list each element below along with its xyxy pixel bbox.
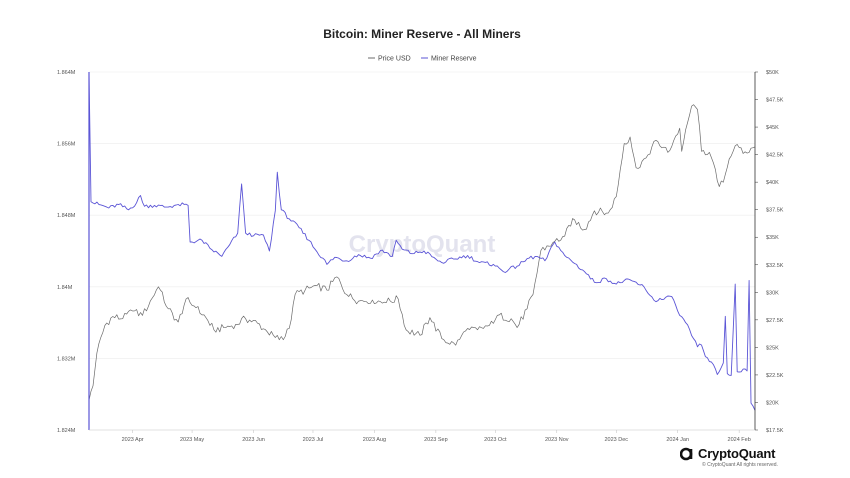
- right-tick-label: $20K: [766, 400, 779, 406]
- right-axis-ticks: $50K $47.5K $45K $42.5K $40K $37.5K $35K $32.5K…: [755, 70, 784, 434]
- right-tick-label: $47.5K: [766, 98, 784, 104]
- right-tick-label: $30K: [766, 290, 779, 296]
- right-tick-label: $42.5K: [766, 153, 784, 159]
- x-tick-label: 2024 Jan: [666, 437, 689, 443]
- right-tick-label: $50K: [766, 70, 779, 76]
- x-tick-label: 2023 Jun: [242, 437, 265, 443]
- left-tick-label: 1.864M: [57, 70, 76, 76]
- x-tick-label: 2023 Apr: [122, 437, 144, 443]
- copyright-text: © CryptoQuant All rights reserved.: [702, 462, 778, 468]
- left-tick-label: 1.824M: [57, 428, 76, 434]
- gridlines: [89, 71, 755, 431]
- legend: Price USD Miner Reserve: [368, 56, 477, 63]
- right-tick-label: $17.5K: [766, 428, 784, 434]
- left-tick-label: 1.848M: [57, 213, 76, 219]
- right-tick-label: $22.5K: [766, 373, 784, 379]
- right-tick-label: $40K: [766, 180, 779, 186]
- plot-series: [88, 71, 756, 411]
- x-tick-label: 2024 Feb: [728, 437, 751, 443]
- right-tick-label: $25K: [766, 345, 779, 351]
- brand-name: CryptoQuant: [698, 446, 776, 461]
- legend-label-price: Price USD: [378, 56, 411, 63]
- x-tick-label: 2023 Aug: [363, 437, 386, 443]
- right-tick-label: $32.5K: [766, 263, 784, 269]
- right-tick-label: $35K: [766, 235, 779, 241]
- left-tick-label: 1.84M: [57, 285, 73, 291]
- watermark: CryptoQuant: [349, 231, 496, 258]
- x-tick-label: 2023 Sep: [424, 437, 448, 443]
- left-axis-ticks: 1.864M 1.856M 1.848M 1.84M 1.832M 1.824M: [57, 70, 76, 434]
- cryptoquant-logo-icon: [680, 447, 693, 460]
- x-axis-ticks: 2023 Apr 2023 May 2023 Jun 2023 Jul 2023 Aug…: [122, 430, 751, 443]
- chart-title: Bitcoin: Miner Reserve - All Miners: [323, 27, 521, 41]
- x-tick-label: 2023 Oct: [484, 437, 507, 443]
- x-tick-label: 2023 Dec: [604, 437, 628, 443]
- left-tick-label: 1.832M: [57, 356, 76, 362]
- right-tick-label: $37.5K: [766, 208, 784, 214]
- right-tick-label: $45K: [766, 125, 779, 131]
- right-tick-label: $27.5K: [766, 318, 784, 324]
- x-tick-label: 2023 Nov: [545, 437, 569, 443]
- legend-label-miner-reserve: Miner Reserve: [431, 56, 477, 63]
- miner-reserve-line: [88, 71, 756, 411]
- left-tick-label: 1.856M: [57, 142, 76, 148]
- brand-logo: CryptoQuant: [680, 446, 775, 461]
- x-tick-label: 2023 Jul: [303, 437, 324, 443]
- x-tick-label: 2023 May: [180, 437, 204, 443]
- price-usd-line: [88, 104, 756, 401]
